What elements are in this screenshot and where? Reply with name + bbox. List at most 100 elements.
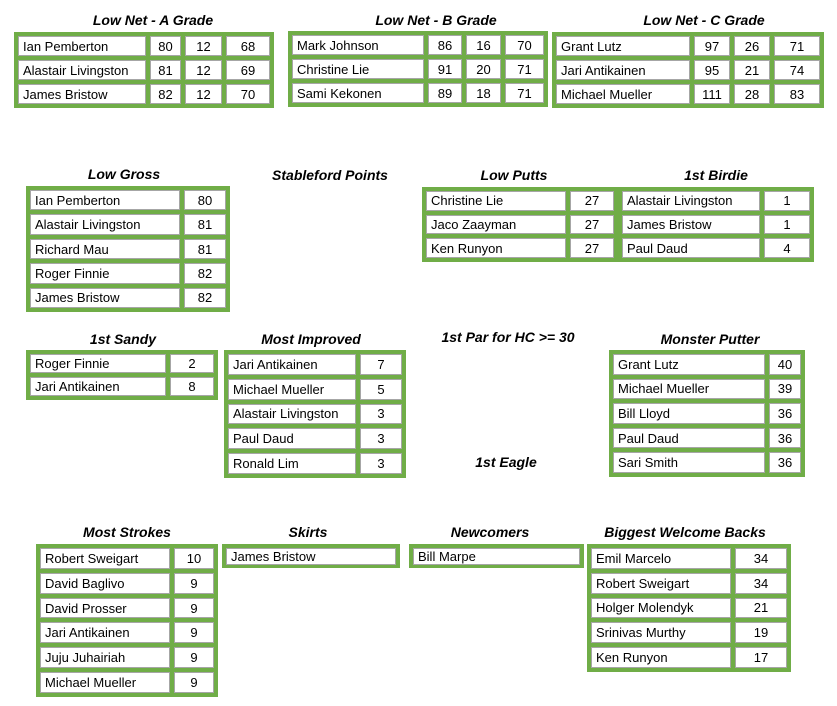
table-row: Grant Lutz 97 26 71 xyxy=(556,36,820,56)
name-cell: Richard Mau xyxy=(30,238,180,260)
name-cell: Paul Daud xyxy=(622,238,760,259)
name-cell: Jari Antikainen xyxy=(40,622,170,644)
score-cell: 9 xyxy=(174,647,214,669)
score-cell: 12 xyxy=(185,60,222,80)
table-row: Alastair Livingston 1 xyxy=(622,191,810,211)
score-cell: 74 xyxy=(774,60,820,80)
table-row: Michael Mueller 39 xyxy=(613,378,801,400)
name-cell: Grant Lutz xyxy=(556,36,690,56)
score-cell: 7 xyxy=(360,354,402,375)
table-row: Alastair Livingston 81 xyxy=(30,214,226,235)
name-cell: Jari Antikainen xyxy=(228,354,356,375)
section-title: Biggest Welcome Backs xyxy=(604,524,766,540)
table-row: David Baglivo 9 xyxy=(40,572,214,594)
name-cell: Ken Runyon xyxy=(591,647,731,668)
score-cell: 82 xyxy=(184,287,226,309)
section-title: 1st Par for HC >= 30 xyxy=(441,329,575,345)
name-cell: Ken Runyon xyxy=(426,238,566,259)
score-cell: 97 xyxy=(694,36,730,56)
results-table: Ian Pemberton 80 12 68 Alastair Livingston 81… xyxy=(14,32,274,108)
table-row: Juju Juhairiah 9 xyxy=(40,647,214,669)
name-cell: Christine Lie xyxy=(426,191,566,211)
score-cell: 80 xyxy=(150,36,181,56)
score-cell: 9 xyxy=(174,622,214,644)
score-cell: 21 xyxy=(735,597,787,619)
table-row: Holger Molendyk 21 xyxy=(591,597,787,619)
section-title: 1st Sandy xyxy=(89,331,157,347)
score-cell: 9 xyxy=(174,672,214,693)
score-cell: 34 xyxy=(735,572,787,594)
name-cell: Paul Daud xyxy=(228,428,356,450)
name-cell: Juju Juhairiah xyxy=(40,647,170,669)
score-cell: 19 xyxy=(735,622,787,644)
name-cell: Bill Marpe xyxy=(413,548,580,565)
score-cell: 3 xyxy=(360,453,402,474)
score-cell: 1 xyxy=(764,214,810,235)
results-table: Emil Marcelo 34 Robert Sweigart 34 Holger Mo… xyxy=(587,544,791,672)
section-title: Most Strokes xyxy=(83,524,171,540)
section-title: Low Putts xyxy=(480,167,548,183)
table-row: Paul Daud 36 xyxy=(613,427,801,449)
score-cell: 71 xyxy=(505,83,544,103)
section-title: Low Net - B Grade xyxy=(375,12,497,28)
table-row: Ken Runyon 17 xyxy=(591,647,787,668)
name-cell: Roger Finnie xyxy=(30,354,166,373)
table-row: Sami Kekonen 89 18 71 xyxy=(292,83,544,103)
score-cell: 5 xyxy=(360,378,402,400)
name-cell: Sami Kekonen xyxy=(292,83,424,103)
name-cell: Michael Mueller xyxy=(228,378,356,400)
score-cell: 82 xyxy=(150,84,181,104)
name-cell: Bill Lloyd xyxy=(613,403,765,424)
name-cell: David Prosser xyxy=(40,597,170,619)
score-cell: 89 xyxy=(428,83,462,103)
score-cell: 69 xyxy=(226,60,270,80)
results-table: Jari Antikainen 7 Michael Mueller 5 Alastair… xyxy=(224,350,406,478)
table-row: Jaco Zaayman 27 xyxy=(426,214,614,235)
table-row: Michael Mueller 9 xyxy=(40,672,214,693)
name-cell: Jari Antikainen xyxy=(556,60,690,80)
results-table: Grant Lutz 40 Michael Mueller 39 Bill Lloyd 3… xyxy=(609,350,805,477)
score-cell: 3 xyxy=(360,403,402,425)
name-cell: Grant Lutz xyxy=(613,354,765,375)
section-title: Low Net - C Grade xyxy=(643,12,765,28)
table-row: Ian Pemberton 80 12 68 xyxy=(18,36,270,56)
section-title: 1st Eagle xyxy=(475,454,537,470)
results-table: Roger Finnie 2 Jari Antikainen 8 xyxy=(26,350,218,400)
table-row: Richard Mau 81 xyxy=(30,238,226,260)
name-cell: Ian Pemberton xyxy=(18,36,146,56)
table-row: Robert Sweigart 34 xyxy=(591,572,787,594)
name-cell: Michael Mueller xyxy=(613,378,765,400)
section-title: Skirts xyxy=(288,524,328,540)
section-title: Stableford Points xyxy=(272,167,388,183)
name-cell: James Bristow xyxy=(226,548,396,565)
table-row: Paul Daud 4 xyxy=(622,238,810,259)
table-row: Jari Antikainen 8 xyxy=(30,377,214,396)
table-row: Robert Sweigart 10 xyxy=(40,548,214,569)
table-row: James Bristow 82 xyxy=(30,287,226,309)
score-cell: 81 xyxy=(150,60,181,80)
table-row: James Bristow 82 12 70 xyxy=(18,84,270,104)
name-cell: Ian Pemberton xyxy=(30,190,180,211)
score-cell: 26 xyxy=(734,36,770,56)
name-cell: Srinivas Murthy xyxy=(591,622,731,644)
section-title: Monster Putter xyxy=(660,331,760,347)
name-cell: David Baglivo xyxy=(40,572,170,594)
table-row: Christine Lie 91 20 71 xyxy=(292,59,544,79)
name-cell: Alastair Livingston xyxy=(30,214,180,235)
table-row: James Bristow 1 xyxy=(622,214,810,235)
score-cell: 86 xyxy=(428,35,462,55)
table-row: Jari Antikainen 9 xyxy=(40,622,214,644)
score-cell: 34 xyxy=(735,548,787,569)
name-cell: Ronald Lim xyxy=(228,453,356,474)
score-cell: 39 xyxy=(769,378,801,400)
results-table: Alastair Livingston 1 James Bristow 1 Paul D… xyxy=(618,187,814,262)
table-row: Mark Johnson 86 16 70 xyxy=(292,35,544,55)
table-row: Bill Lloyd 36 xyxy=(613,403,801,424)
name-cell: James Bristow xyxy=(18,84,146,104)
score-cell: 9 xyxy=(174,572,214,594)
score-cell: 71 xyxy=(774,36,820,56)
section-title: Low Gross xyxy=(87,166,161,182)
name-cell: Alastair Livingston xyxy=(622,191,760,211)
name-cell: James Bristow xyxy=(622,214,760,235)
